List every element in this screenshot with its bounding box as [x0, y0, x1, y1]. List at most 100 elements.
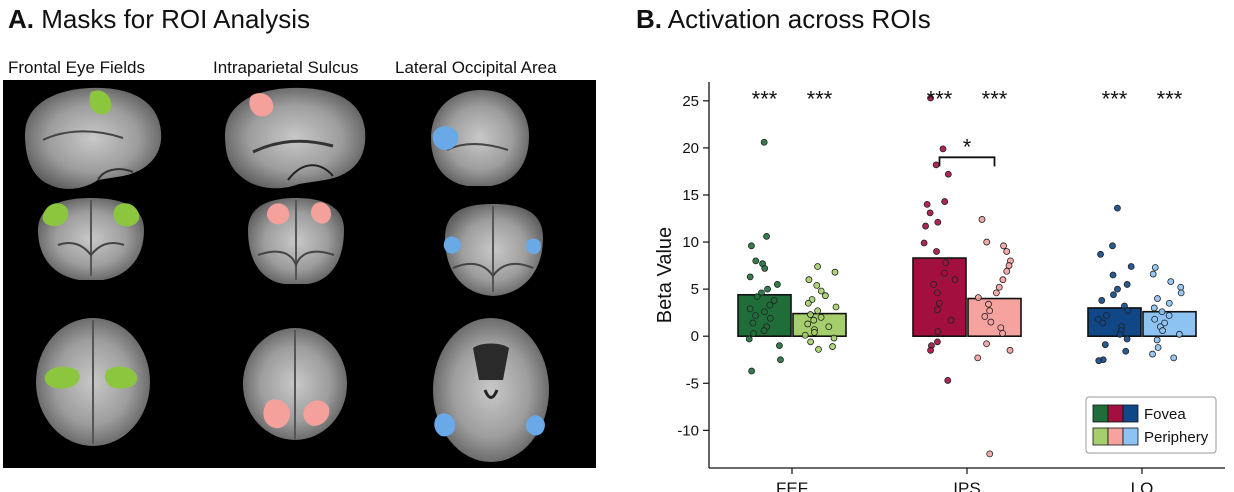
fef-mask-axial-left [44, 366, 80, 389]
data-point [1127, 263, 1135, 270]
data-point [1123, 281, 1131, 288]
fef-sagittal-brain [25, 87, 162, 189]
data-point [1161, 319, 1168, 327]
data-point [758, 289, 765, 297]
data-point [1005, 262, 1013, 269]
data-point [1175, 330, 1183, 338]
data-point [995, 283, 1003, 291]
data-point [1109, 271, 1117, 279]
data-point [983, 340, 990, 348]
legend-swatch [1122, 427, 1139, 446]
data-point [1177, 289, 1185, 297]
y-tick-label: 5 [691, 281, 699, 298]
panel-a-title: A. Masks for ROI Analysis [8, 4, 310, 35]
data-point [804, 299, 812, 307]
data-point [821, 292, 829, 300]
y-tick-label: 25 [682, 93, 699, 110]
bracket-label: * [963, 134, 972, 159]
ips-mask-sagittal [249, 93, 274, 117]
data-point [766, 301, 774, 309]
y-tick-label: 15 [682, 187, 699, 204]
data-point [776, 342, 783, 350]
legend-swatch [1107, 427, 1124, 446]
ips-mask-coronal-right [310, 202, 331, 224]
data-point [1003, 248, 1011, 255]
column-label-lo: Lateral Occipital Area [395, 58, 557, 77]
bar-ips-periphery [967, 297, 1022, 337]
legend-swatch [1092, 427, 1109, 446]
fef-mask-sagittal [89, 90, 112, 115]
data-point [814, 263, 822, 270]
x-tick-label-ips: IPS [953, 479, 980, 492]
legend-swatch [1107, 404, 1124, 423]
data-point [748, 242, 755, 250]
panel-b-title: B. Activation across ROIs [636, 4, 931, 35]
data-point [983, 238, 991, 246]
data-point [1124, 307, 1132, 315]
data-point [934, 338, 941, 346]
data-point [825, 323, 833, 331]
data-point [944, 377, 952, 384]
data-point [930, 281, 937, 288]
data-point [1101, 341, 1109, 349]
data-point [745, 335, 753, 343]
points-group [745, 94, 1185, 458]
data-point [941, 198, 949, 205]
data-point [746, 305, 754, 313]
bracket-line [938, 156, 996, 167]
data-point [748, 367, 756, 375]
legend-label-periphery: Periphery [1144, 429, 1209, 446]
ips-mask-axial-right [303, 400, 330, 426]
legend-swatch [1092, 404, 1109, 423]
data-point [987, 318, 995, 326]
ips-coronal-brain [248, 198, 344, 284]
ips-mask-coronal-left [266, 203, 290, 225]
data-point [814, 307, 822, 315]
lo-mask-axial-left [434, 413, 456, 437]
lo-mask-coronal-left [443, 236, 461, 254]
data-point [926, 209, 934, 217]
y-tick-label: 20 [682, 140, 699, 157]
data-point [927, 94, 934, 102]
data-point [832, 303, 840, 311]
data-point [750, 329, 757, 337]
data-point [923, 200, 931, 208]
data-point [1094, 315, 1102, 323]
data-point [981, 313, 989, 320]
data-point [944, 170, 952, 178]
chart-legend: Fovea Periphery [1085, 396, 1217, 454]
x-axis: FEF IPS LO [709, 467, 1225, 492]
lo-mask-sagittal [432, 126, 459, 150]
data-point [817, 313, 825, 321]
data-point [986, 450, 994, 458]
y-tick-label: 0 [691, 328, 699, 345]
lo-mask-coronal-right [525, 238, 541, 254]
data-point [815, 345, 822, 353]
ips-axial-brain [243, 328, 347, 440]
data-point [831, 268, 839, 276]
data-point [999, 329, 1006, 337]
data-point [1165, 299, 1173, 307]
data-point [1170, 354, 1178, 362]
brain-mask-images [25, 87, 549, 462]
data-point [1095, 357, 1103, 365]
data-point [761, 308, 768, 316]
data-point [1099, 319, 1107, 327]
fef-mask-coronal-left [42, 203, 69, 226]
fef-axial-brain [36, 318, 150, 446]
data-point [985, 300, 992, 308]
data-point [761, 265, 769, 272]
lo-mask-axial-right [525, 415, 545, 436]
data-point [997, 324, 1005, 332]
y-axis: -10 -5 0 5 10 15 20 25 [677, 82, 710, 468]
data-point [760, 138, 768, 146]
y-axis-label: Beta Value [654, 227, 676, 323]
y-tick-label: -10 [677, 422, 699, 439]
data-point [939, 145, 947, 153]
data-point [752, 257, 760, 265]
data-point [830, 334, 838, 342]
legend-swatch [1122, 404, 1139, 423]
data-point [1109, 242, 1116, 250]
data-point [934, 328, 942, 335]
data-point [752, 312, 759, 319]
